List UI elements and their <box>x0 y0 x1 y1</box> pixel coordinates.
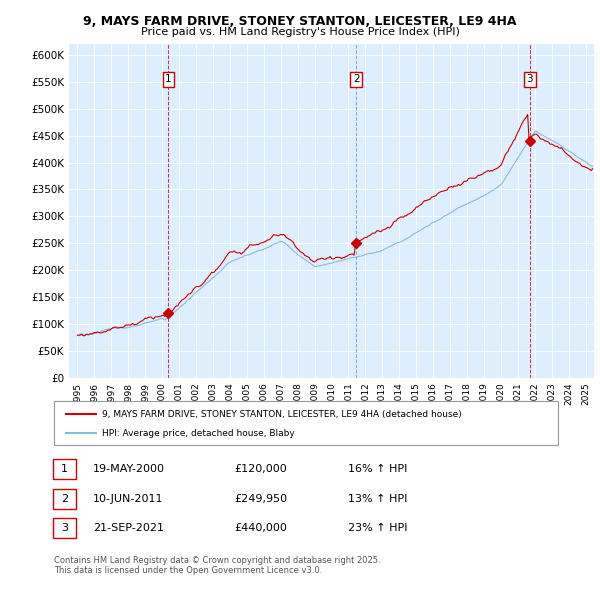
Text: 13% ↑ HPI: 13% ↑ HPI <box>348 494 407 503</box>
Text: £440,000: £440,000 <box>234 523 287 533</box>
Text: 9, MAYS FARM DRIVE, STONEY STANTON, LEICESTER, LE9 4HA: 9, MAYS FARM DRIVE, STONEY STANTON, LEIC… <box>83 15 517 28</box>
Text: 3: 3 <box>61 523 68 533</box>
Text: £120,000: £120,000 <box>234 464 287 474</box>
Text: 23% ↑ HPI: 23% ↑ HPI <box>348 523 407 533</box>
Text: 21-SEP-2021: 21-SEP-2021 <box>93 523 164 533</box>
Text: 9, MAYS FARM DRIVE, STONEY STANTON, LEICESTER, LE9 4HA (detached house): 9, MAYS FARM DRIVE, STONEY STANTON, LEIC… <box>102 410 462 419</box>
Text: 19-MAY-2000: 19-MAY-2000 <box>93 464 165 474</box>
Text: £249,950: £249,950 <box>234 494 287 503</box>
Text: Price paid vs. HM Land Registry's House Price Index (HPI): Price paid vs. HM Land Registry's House … <box>140 27 460 37</box>
Text: 2: 2 <box>353 74 359 84</box>
Text: 2: 2 <box>61 494 68 503</box>
Text: 1: 1 <box>61 464 68 474</box>
Text: HPI: Average price, detached house, Blaby: HPI: Average price, detached house, Blab… <box>102 428 295 438</box>
Text: 3: 3 <box>526 74 533 84</box>
Text: 1: 1 <box>165 74 172 84</box>
Text: 16% ↑ HPI: 16% ↑ HPI <box>348 464 407 474</box>
Text: 10-JUN-2011: 10-JUN-2011 <box>93 494 163 503</box>
Text: Contains HM Land Registry data © Crown copyright and database right 2025.
This d: Contains HM Land Registry data © Crown c… <box>54 556 380 575</box>
